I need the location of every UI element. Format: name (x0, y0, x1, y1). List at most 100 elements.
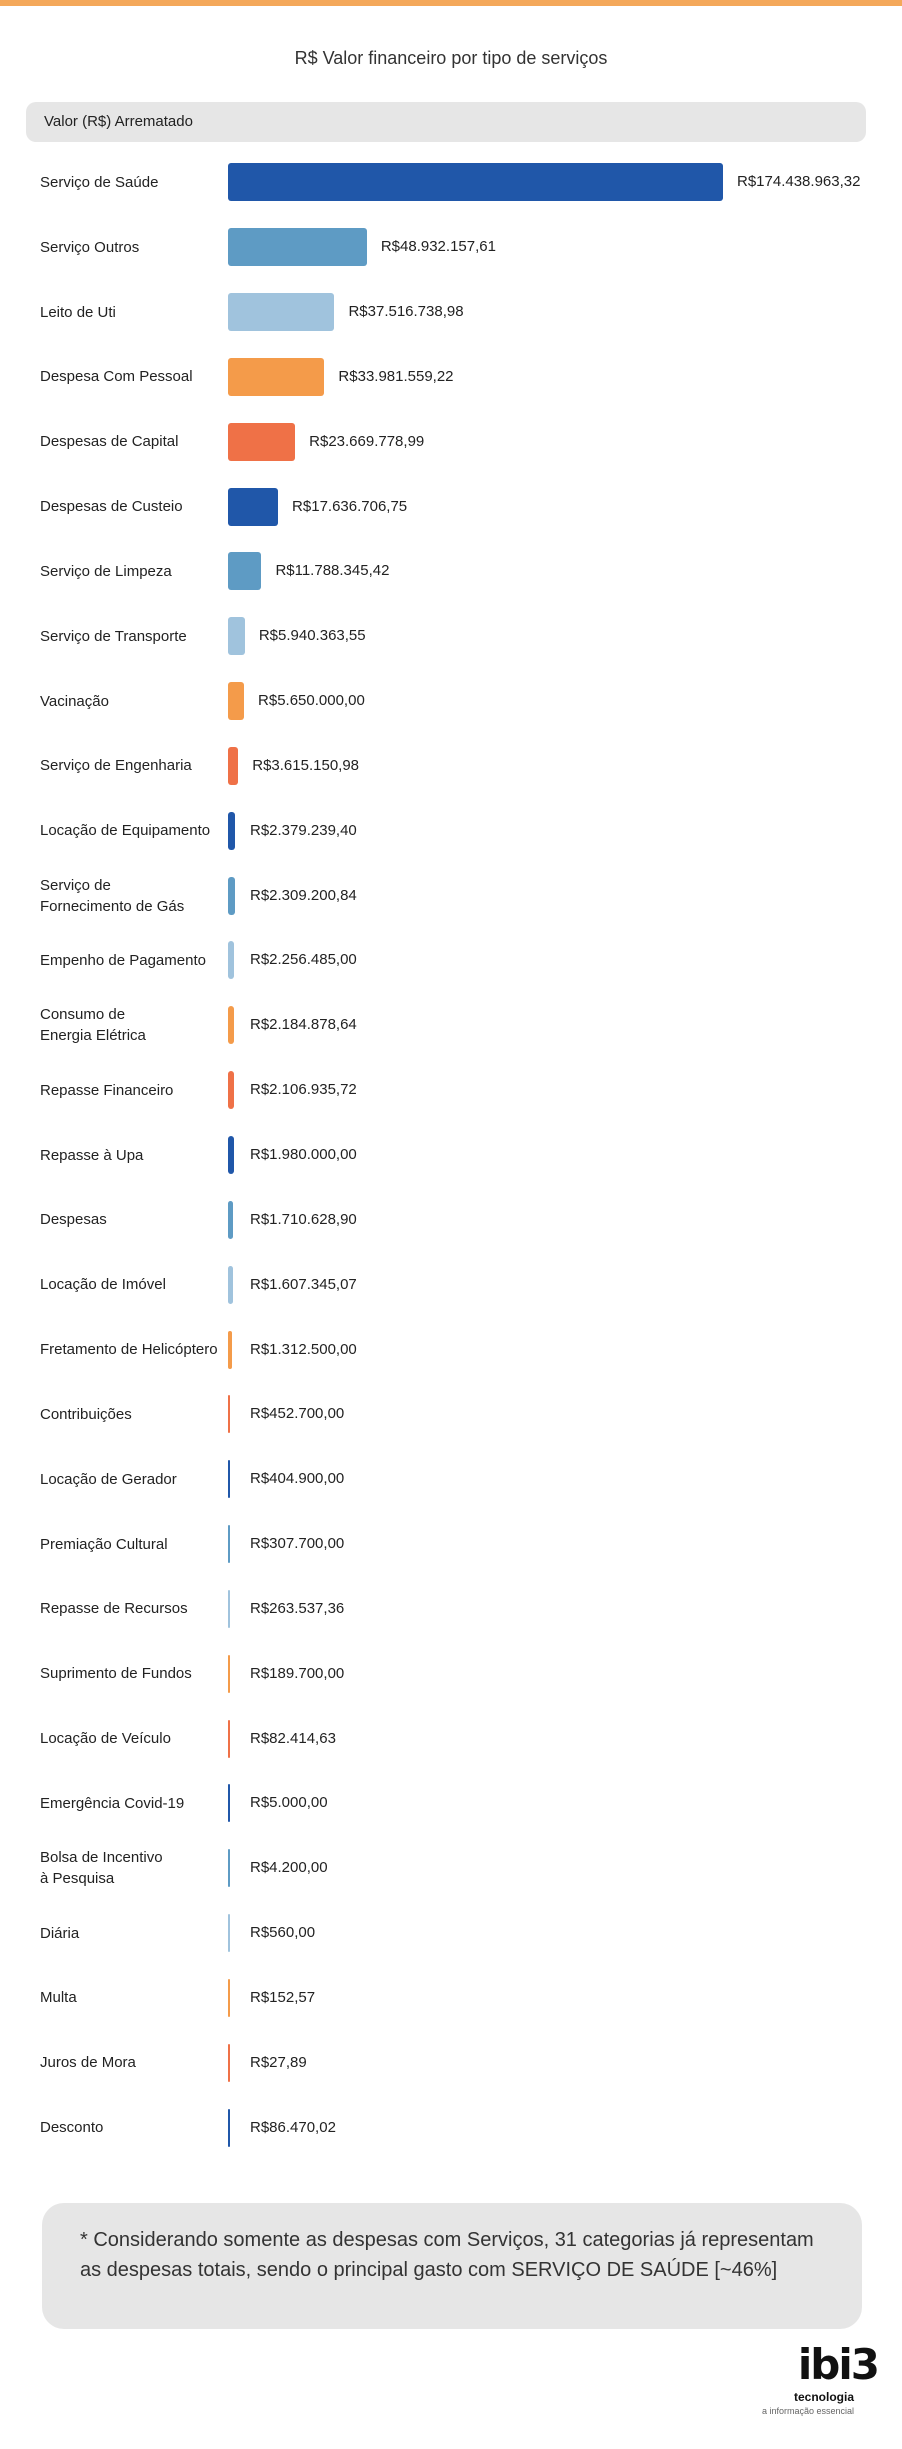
value-label: R$174.438.963,32 (737, 173, 861, 191)
bar (228, 1330, 232, 1369)
category-label: Repasse Financeiro (40, 1081, 174, 1099)
category-label: Desconto (40, 2119, 104, 2137)
category-label: Leito de Uti (40, 303, 116, 321)
bar (228, 1071, 234, 1110)
bar (228, 876, 235, 915)
category-label: Multa (40, 1989, 77, 2007)
category-label: Serviço de Engenharia (40, 757, 192, 775)
value-label: R$2.309.200,84 (250, 886, 357, 904)
bar (228, 1525, 230, 1564)
bar (228, 2108, 230, 2147)
bar (228, 422, 296, 461)
bar (228, 746, 239, 785)
category-label: Serviço de Transporte (40, 627, 187, 645)
bar (228, 617, 245, 656)
series-header-label: Valor (R$) Arrematado (44, 113, 193, 130)
bar (228, 1460, 230, 1499)
value-label: R$560,00 (250, 1924, 316, 1942)
value-label: R$404.900,00 (250, 1470, 345, 1488)
bar (228, 1849, 230, 1888)
bar (228, 1006, 235, 1045)
bar (228, 552, 262, 591)
value-label: R$27,89 (250, 2053, 307, 2071)
category-label: Repasse de Recursos (40, 1600, 188, 1618)
value-label: R$5.940.363,55 (258, 627, 366, 645)
bar (228, 1395, 230, 1434)
category-label: Despesas de Custeio (40, 498, 183, 516)
chart-title: R$ Valor financeiro por tipo de serviços (294, 48, 608, 68)
value-label: R$23.669.778,99 (309, 432, 425, 450)
category-label: Contribuições (40, 1405, 132, 1423)
category-label: Locação de Gerador (40, 1470, 177, 1488)
value-label: R$1.312.500,00 (250, 1340, 357, 1358)
category-label: Serviço Outros (40, 238, 140, 256)
category-label: Premiação Cultural (40, 1535, 168, 1553)
bar (228, 1136, 234, 1174)
logo-name: tecnologia (793, 2390, 854, 2404)
category-label: Consumo de Energia Elétrica (40, 1006, 146, 1045)
value-label: R$2.256.485,00 (250, 951, 357, 969)
category-label: Emergência Covid-19 (40, 1794, 185, 1812)
value-label: R$5.650.000,00 (258, 692, 365, 710)
value-label: R$11.788.345,42 (275, 562, 390, 580)
value-label: R$82.414,63 (250, 1729, 336, 1747)
value-label: R$48.932.157,61 (380, 238, 496, 256)
bar (228, 1654, 230, 1693)
category-label: Despesas de Capital (40, 433, 179, 451)
category-label: Bolsa de Incentivo à Pesquisa (40, 1849, 163, 1888)
category-label: Juros de Mora (40, 2054, 136, 2072)
bar-chart: Serviço de Saúde R$174.438.963,32 Serviço … (0, 150, 902, 2160)
bar (228, 357, 325, 396)
category-label: Serviço de Fornecimento de Gás (40, 876, 185, 915)
top-accent-bar (0, 0, 902, 6)
category-label: Locação de Imóvel (40, 1276, 166, 1294)
value-label: R$5.000,00 (250, 1794, 328, 1812)
category-label: Despesas (40, 1211, 107, 1229)
value-label: R$152,57 (250, 1988, 316, 2006)
footnote-text: * Considerando somente as despesas com S… (80, 2229, 814, 2281)
value-label: R$2.106.935,72 (250, 1081, 357, 1099)
value-label: R$1.607.345,07 (250, 1275, 357, 1293)
value-label: R$33.981.559,22 (338, 367, 454, 385)
category-label: Fretamento de Helicóptero (40, 1341, 218, 1359)
category-label: Locação de Veículo (40, 1730, 171, 1748)
category-label: Serviço de Saúde (40, 173, 159, 191)
bar (228, 293, 335, 332)
value-label: R$263.537,36 (250, 1599, 345, 1617)
value-label: R$3.615.150,98 (252, 756, 360, 774)
category-label: Locação de Equipamento (40, 822, 211, 840)
bar (228, 1589, 230, 1628)
bar (228, 1978, 230, 2017)
bar (228, 1719, 230, 1758)
company-logo: ibi3 tecnologia a informação essencial (760, 2340, 882, 2436)
bar (228, 1265, 233, 1304)
value-label: R$189.700,00 (250, 1664, 345, 1682)
value-label: R$2.184.878,64 (250, 1016, 357, 1034)
category-label: Repasse à Upa (40, 1146, 144, 1164)
value-label: R$37.516.738,98 (348, 303, 464, 321)
logo-mark: ibi3 (797, 2340, 880, 2389)
bar (228, 811, 235, 850)
value-label: R$1.710.628,90 (250, 1210, 357, 1228)
logo-slogan: a informação essencial (761, 2406, 854, 2416)
category-label: Despesa Com Pessoal (40, 368, 193, 386)
category-label: Empenho de Pagamento (40, 951, 206, 969)
category-label: Vacinação (40, 692, 109, 710)
footnote-box: * Considerando somente as despesas com S… (42, 2203, 862, 2329)
value-label: R$307.700,00 (250, 1535, 345, 1553)
category-label: Diária (40, 1924, 80, 1942)
value-label: R$4.200,00 (250, 1859, 328, 1877)
bar (228, 1200, 233, 1239)
series-header: Valor (R$) Arrematado (26, 102, 866, 142)
bar (228, 228, 367, 267)
value-label: R$17.636.706,75 (292, 497, 408, 515)
bar (228, 682, 245, 721)
bar (228, 2043, 230, 2082)
bar (228, 487, 279, 526)
value-label: R$452.700,00 (250, 1405, 345, 1423)
category-label: Serviço de Limpeza (40, 562, 172, 580)
value-label: R$86.470,02 (250, 2118, 336, 2136)
bar (228, 1784, 230, 1823)
category-label: Suprimento de Fundos (40, 1665, 192, 1683)
bar (228, 941, 235, 980)
